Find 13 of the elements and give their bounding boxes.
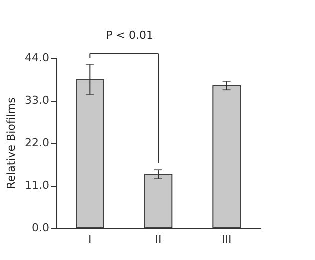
y-tick-label: 11.0 [25,179,50,192]
x-tick-label: III [222,234,232,246]
x-tick-label: I [88,234,92,246]
bar [212,85,241,228]
text: P < 0.01 [106,29,154,42]
y-tick-label: 33.0 [25,94,50,107]
bar [76,79,104,228]
x-tick-label: II [155,234,162,246]
y-tick-label: 0.0 [32,222,50,234]
y-tick-label: 44.0 [25,52,50,64]
y-tick-label: 22.0 [25,136,50,150]
bar [144,174,173,228]
y-axis-title: Relative Biofilms [5,97,18,190]
